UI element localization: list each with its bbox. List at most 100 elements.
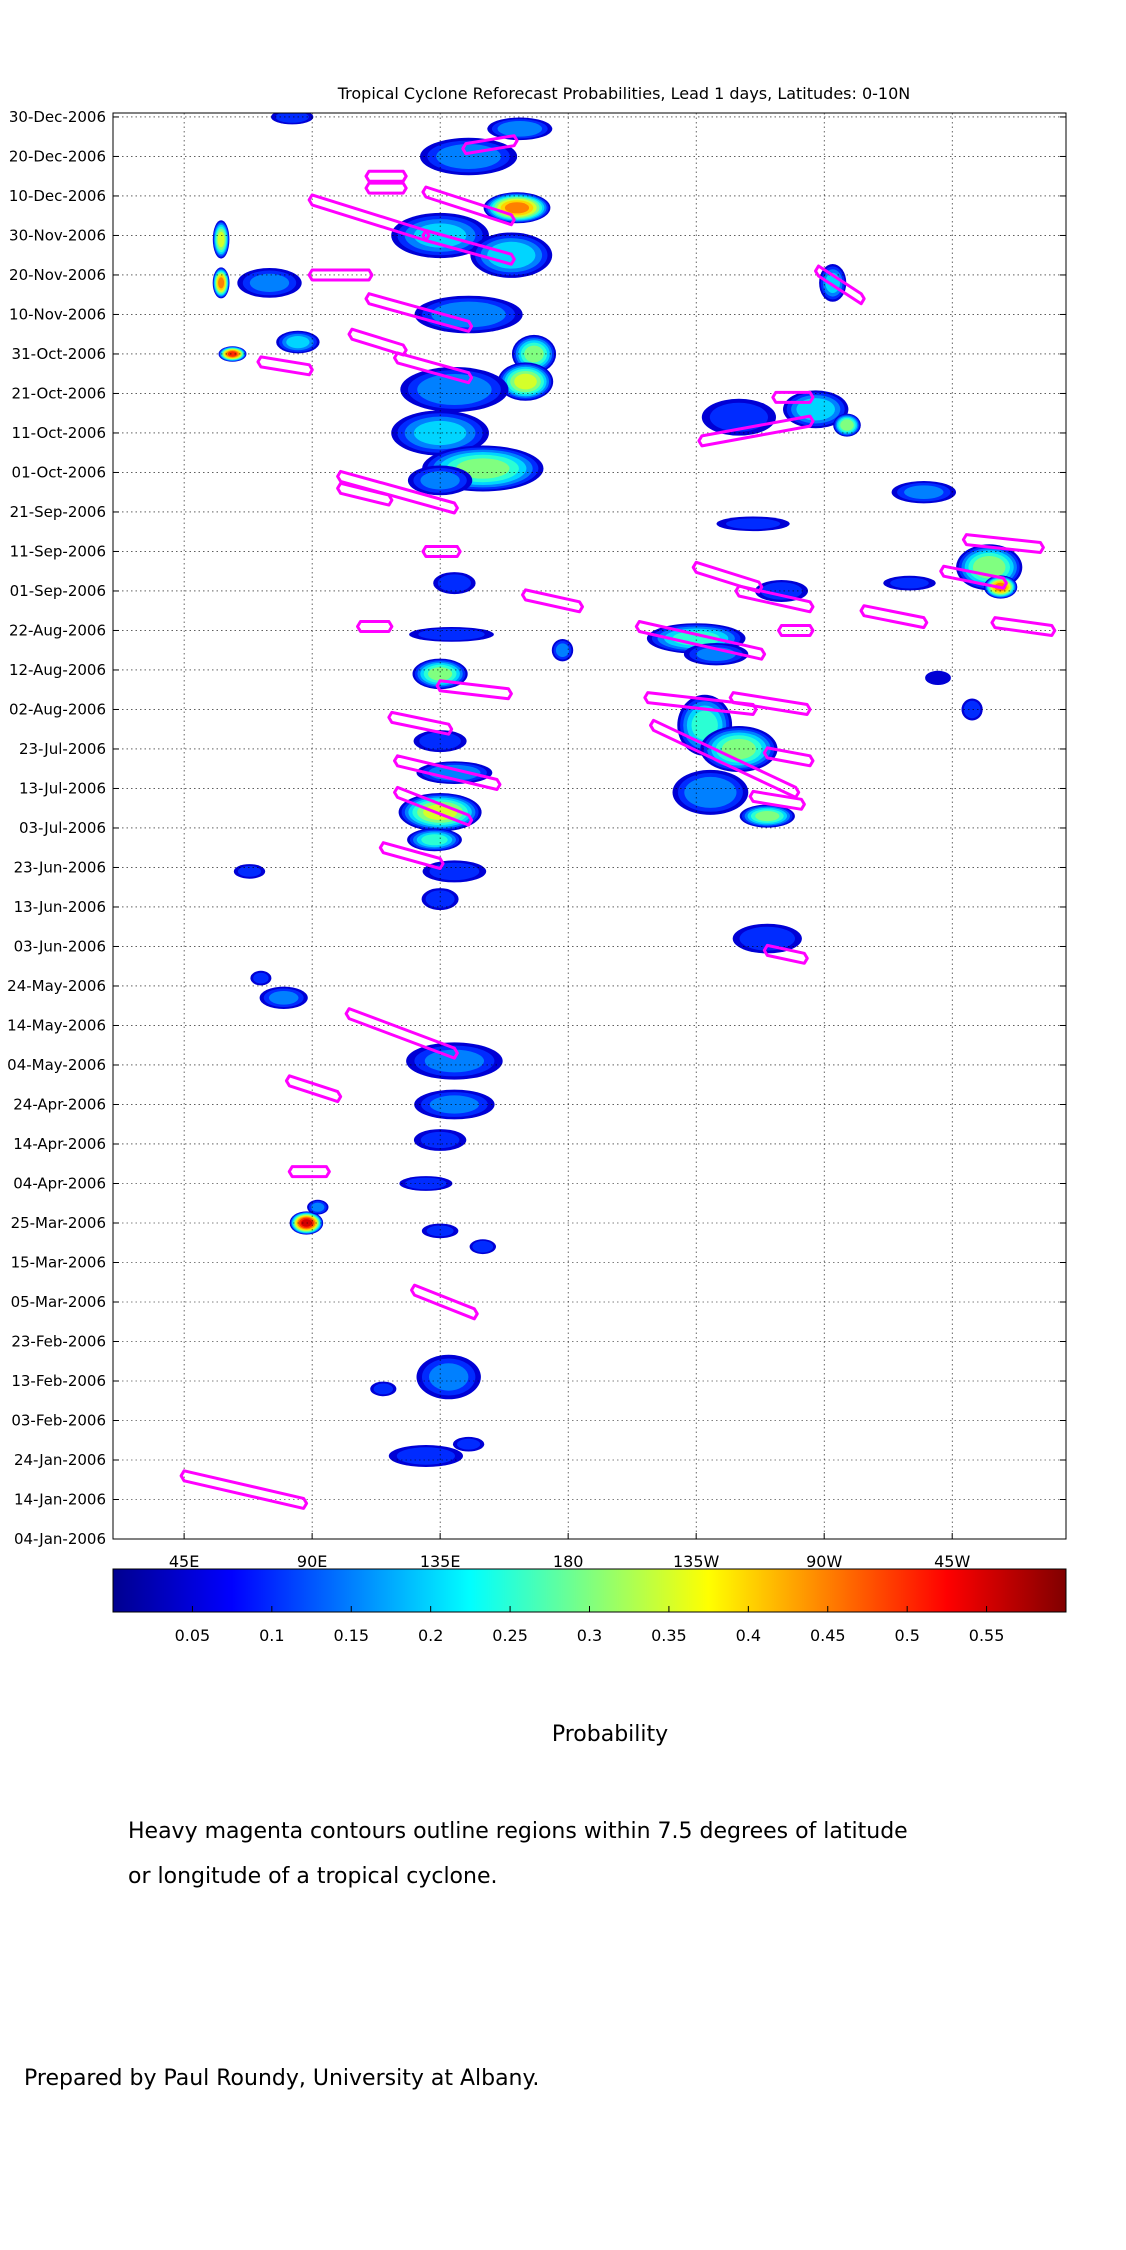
cyclone-contour [697, 414, 815, 448]
y-tick-label: 21-Sep-2006 [10, 503, 106, 521]
cyclone-contour [364, 292, 474, 333]
colorbar: 0.05 0.1 0.15 0.2 0.25 0.3 0.35 0.4 0.45 0.5 0.55 [112, 1568, 1067, 1645]
cyclone-contour [859, 604, 929, 630]
y-tick-label: 01-Oct-2006 [12, 463, 106, 481]
probability-blob [437, 574, 471, 592]
y-axis: 30-Dec-2006 20-Dec-2006 10-Dec-2006 30-Nov-… [7, 108, 1066, 1548]
chart-title: Tropical Cyclone Reforecast Probabilitie… [337, 84, 911, 103]
y-tick-label: 30-Nov-2006 [9, 226, 106, 244]
probability-blob [420, 471, 460, 490]
cyclone-contour [777, 624, 815, 637]
colorbar-tick-label: 0.25 [492, 1626, 528, 1645]
probability-blob [963, 700, 981, 719]
probability-blob [457, 1438, 481, 1450]
probability-blob [726, 518, 781, 530]
probability-blob [217, 231, 225, 248]
probability-blob [425, 890, 455, 908]
y-tick-label: 04-Apr-2006 [13, 1174, 106, 1192]
y-tick-label: 05-Mar-2006 [11, 1293, 106, 1311]
probability-blob [429, 1363, 469, 1391]
y-tick-label: 10-Nov-2006 [9, 305, 106, 323]
y-tick-label: 04-Jan-2006 [14, 1530, 106, 1548]
caption-line-2: or longitude of a tropical cyclone. [128, 1864, 498, 1889]
probability-blob [421, 834, 448, 846]
cyclone-contour [939, 564, 1008, 590]
cyclone-contour [378, 841, 445, 870]
y-tick-label: 14-Apr-2006 [13, 1135, 106, 1153]
y-tick-label: 12-Aug-2006 [9, 661, 106, 679]
cyclone-contour [410, 1283, 479, 1321]
probability-blob [691, 710, 718, 740]
probability-blob [472, 1240, 494, 1253]
cyclone-contour [393, 754, 502, 791]
y-tick-label: 22-Aug-2006 [9, 621, 106, 639]
x-tick-label: 180 [553, 1552, 584, 1571]
x-tick-label: 45W [934, 1552, 970, 1571]
probability-blob [300, 1219, 312, 1227]
probability-blob [373, 1383, 393, 1395]
probability-blob [275, 113, 309, 123]
cyclone-contour [691, 560, 764, 594]
y-tick-label: 23-Jun-2006 [14, 858, 106, 876]
colorbar-tick-label: 0.3 [577, 1626, 602, 1645]
y-tick-label: 10-Dec-2006 [9, 187, 106, 205]
probability-blob [253, 972, 269, 984]
colorbar-tick-label: 0.5 [894, 1626, 919, 1645]
x-tick-label: 45E [169, 1552, 199, 1571]
cyclone-contours [179, 134, 1057, 1510]
x-tick-label: 135W [673, 1552, 720, 1571]
colorbar-label: Probability [551, 1722, 669, 1747]
y-tick-label: 03-Jul-2006 [19, 819, 106, 837]
cyclone-contour [256, 355, 314, 377]
probability-blob [739, 926, 795, 951]
probability-blob [426, 1225, 454, 1237]
probability-blob [417, 374, 492, 405]
probability-blob [555, 643, 570, 657]
cyclone-contour [336, 481, 394, 507]
plot-frame [112, 112, 1067, 1540]
colorbar-tick-label: 0.55 [969, 1626, 1005, 1645]
y-tick-label: 24-May-2006 [7, 977, 106, 995]
y-tick-label: 21-Oct-2006 [12, 384, 106, 402]
grid-lines [113, 113, 1066, 1540]
probability-blob [396, 1447, 455, 1465]
caption-line-1: Heavy magenta contours outline regions w… [128, 1819, 908, 1844]
cyclone-contour [762, 943, 809, 965]
probability-blob [218, 277, 225, 289]
probability-blob [504, 202, 530, 214]
y-tick-label: 13-Jun-2006 [14, 898, 106, 916]
colorbar-tick-label: 0.35 [651, 1626, 687, 1645]
cyclone-contour [748, 789, 806, 811]
probability-blob [249, 273, 290, 292]
cyclone-contour [990, 616, 1057, 637]
probability-blob [424, 1049, 484, 1073]
cyclone-contour [364, 169, 408, 183]
cyclone-contour [284, 1074, 343, 1104]
colorbar-tick-label: 0.1 [259, 1626, 284, 1645]
y-tick-label: 24-Jan-2006 [14, 1451, 106, 1469]
cyclone-contour [762, 746, 815, 768]
x-tick-label: 135E [420, 1552, 461, 1571]
y-tick-label: 15-Mar-2006 [11, 1253, 106, 1271]
colorbar-tick-label: 0.05 [175, 1626, 211, 1645]
y-tick-label: 01-Sep-2006 [10, 582, 106, 600]
probability-blob [709, 402, 769, 432]
y-tick-label: 14-May-2006 [7, 1016, 106, 1034]
cyclone-contour [421, 229, 516, 266]
cyclone-contour [634, 620, 767, 661]
cyclone-contour [421, 545, 462, 558]
cyclone-contour [356, 620, 394, 633]
cyclone-contour [421, 185, 516, 227]
y-tick-label: 11-Oct-2006 [12, 424, 106, 442]
cyclone-contour [435, 679, 513, 701]
probability-blob [429, 1095, 479, 1114]
y-tick-label: 11-Sep-2006 [10, 542, 106, 560]
colorbar-tick-label: 0.4 [736, 1626, 761, 1645]
cyclone-contour [179, 1469, 309, 1510]
probability-blob [418, 628, 485, 641]
colorbar-ticks: 0.05 0.1 0.15 0.2 0.25 0.3 0.35 0.4 0.45 0.5 0.55 [175, 1606, 1005, 1645]
probability-blob [311, 1202, 325, 1212]
y-tick-label: 03-Jun-2006 [14, 937, 106, 955]
cyclone-contour [771, 390, 815, 404]
probability-blob [755, 811, 780, 822]
